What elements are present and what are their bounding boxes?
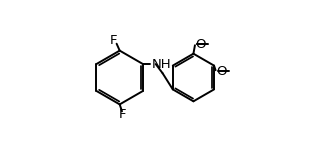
Text: F: F [119,108,126,121]
Text: methyl: methyl [205,43,210,45]
Text: NH: NH [151,58,171,71]
Text: F: F [110,34,117,47]
Text: O: O [196,38,206,51]
Text: O: O [216,65,227,78]
